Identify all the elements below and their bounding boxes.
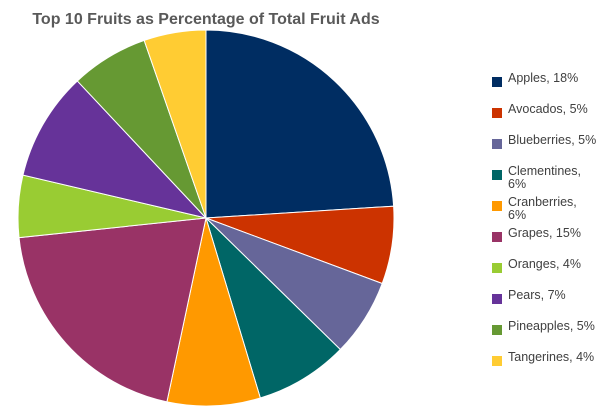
pie-slice-cranberries	[166, 217, 261, 407]
legend-swatch	[492, 263, 502, 273]
chart-title: Top 10 Fruits as Percentage of Total Fru…	[32, 11, 380, 28]
legend-label: Avocados, 5%	[508, 102, 588, 116]
legend-item: Blueberries, 5%	[492, 134, 597, 165]
legend: Apples, 18% Avocados, 5% Blueberries, 5% Cl…	[492, 72, 597, 382]
pie-chart	[17, 29, 395, 407]
legend-label: Cranberries, 6%	[508, 195, 577, 222]
legend-item: Grapes, 15%	[492, 227, 597, 258]
legend-swatch	[492, 294, 502, 304]
legend-label: Blueberries, 5%	[508, 133, 597, 147]
legend-swatch	[492, 139, 502, 149]
legend-item: Pears, 7%	[492, 289, 597, 320]
legend-label: Pineapples, 5%	[508, 319, 595, 333]
legend-swatch	[492, 325, 502, 335]
legend-item: Pineapples, 5%	[492, 320, 597, 351]
legend-swatch	[492, 108, 502, 118]
legend-label: Grapes, 15%	[508, 226, 581, 240]
legend-item: Oranges, 4%	[492, 258, 597, 289]
legend-swatch	[492, 77, 502, 87]
legend-item: Apples, 18%	[492, 72, 597, 103]
pie-slice-tangerines	[143, 29, 207, 219]
legend-label: Pears, 7%	[508, 288, 566, 302]
legend-swatch	[492, 356, 502, 366]
pie-slice-clementines	[205, 217, 342, 399]
legend-swatch	[492, 170, 502, 180]
pie-slice-apples	[205, 29, 395, 219]
legend-label: Oranges, 4%	[508, 257, 581, 271]
legend-swatch	[492, 201, 502, 211]
legend-item: Clementines, 6%	[492, 165, 597, 196]
legend-item: Cranberries, 6%	[492, 196, 597, 227]
legend-label: Clementines, 6%	[508, 164, 581, 191]
legend-item: Tangerines, 4%	[492, 351, 597, 382]
legend-label: Apples, 18%	[508, 71, 579, 85]
pie-slice-pears	[22, 80, 208, 219]
pie-slice-grapes	[18, 217, 207, 403]
legend-swatch	[492, 232, 502, 242]
legend-label: Tangerines, 4%	[508, 350, 595, 364]
legend-item: Avocados, 5%	[492, 103, 597, 134]
